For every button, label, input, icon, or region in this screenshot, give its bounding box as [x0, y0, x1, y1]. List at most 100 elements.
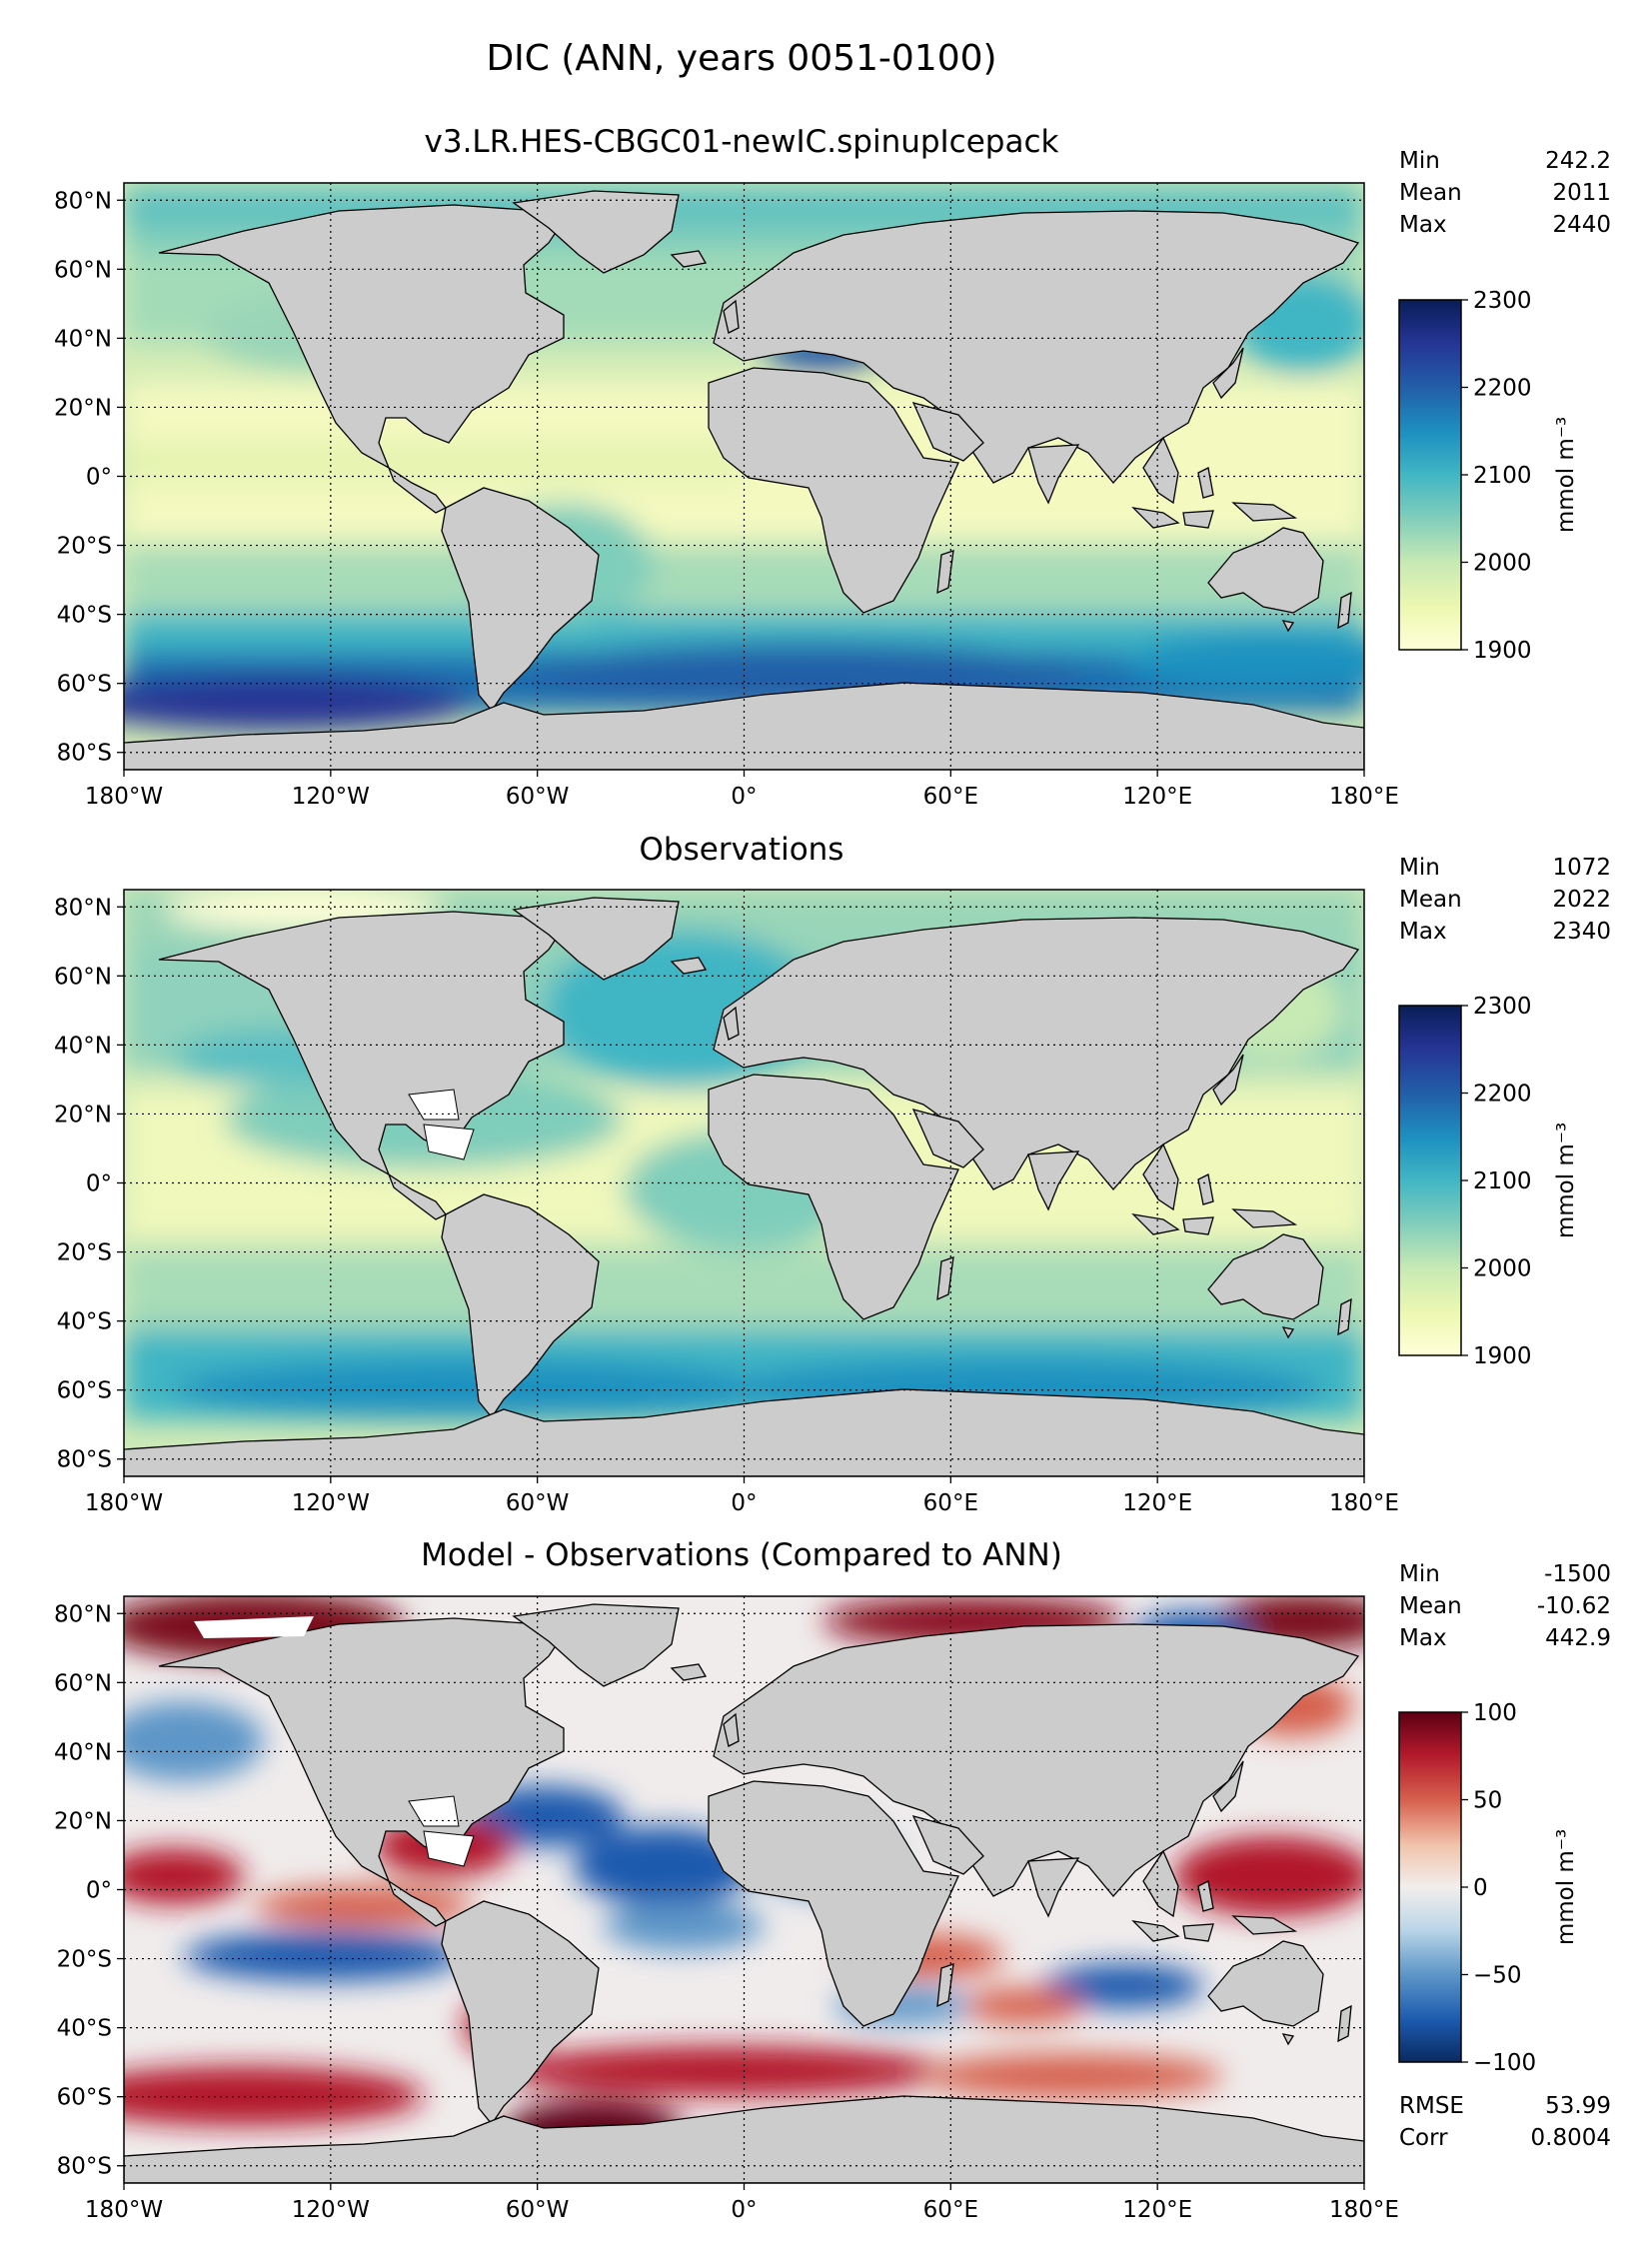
- lat-tick-label: 80°S: [57, 2154, 112, 2180]
- metric-label: RMSE: [1399, 2093, 1464, 2119]
- lon-tick-label: 120°E: [1122, 784, 1192, 810]
- lat-tick-label: 40°S: [57, 1309, 112, 1335]
- colorbar-tick-label: 1900: [1473, 638, 1532, 664]
- map-plot: 80°N 60°N 40°N 20°N 0° 20°S 40°S 60°S 80°S 180°W…: [54, 182, 1399, 810]
- colorbar-tick-label: 2000: [1473, 1256, 1532, 1282]
- colorbar: 2300 2200 2100 2000 1900 mmol m⁻³: [1398, 288, 1579, 664]
- lat-tick-label: 40°N: [54, 1033, 112, 1059]
- colorbar-tick-label: 0: [1473, 1875, 1488, 1901]
- lon-tick-label: 120°W: [292, 784, 370, 810]
- lon-tick-label: 180°W: [85, 784, 163, 810]
- panel-observations: Observations: [54, 832, 1611, 1516]
- stat-label: Min: [1399, 855, 1440, 881]
- gridlines: [124, 890, 1364, 1476]
- lon-tick-label: 120°E: [1122, 2197, 1192, 2223]
- lon-tick-label: 180°W: [85, 1490, 163, 1516]
- lon-tick-label: 60°W: [506, 2197, 570, 2223]
- stat-label: Min: [1399, 148, 1440, 174]
- metrics-block: RMSE 53.99 Corr 0.8004: [1399, 2093, 1611, 2151]
- lon-tick-labels: 180°W 120°W 60°W 0° 60°E 120°E 180°E: [85, 1476, 1399, 1516]
- lat-tick-label: 40°N: [54, 1739, 112, 1765]
- lon-tick-label: 180°E: [1329, 2197, 1399, 2223]
- map-plot: 80°N 60°N 40°N 20°N 0° 20°S 40°S 60°S 80°S 180°W…: [54, 1595, 1399, 2223]
- figure-title: DIC (ANN, years 0051-0100): [486, 38, 996, 79]
- lat-tick-labels: 80°N 60°N 40°N 20°N 0° 20°S 40°S 60°S 80°S: [54, 895, 124, 1473]
- colorbar-bar: [1398, 1711, 1462, 2063]
- colorbar-tick-label: 2000: [1473, 551, 1532, 577]
- stats-block: Min 242.2 Mean 2011 Max 2440: [1399, 148, 1611, 238]
- lat-tick-label: 60°S: [57, 1378, 112, 1404]
- stat-value: -1500: [1544, 1561, 1611, 1587]
- stats-block: Min 1072 Mean 2022 Max 2340: [1399, 855, 1611, 945]
- lat-tick-labels: 80°N 60°N 40°N 20°N 0° 20°S 40°S 60°S 80°S: [54, 188, 124, 767]
- panel-title: v3.LR.HES-CBGC01-newIC.spinupIcepack: [425, 124, 1059, 160]
- lat-tick-label: 60°S: [57, 672, 112, 698]
- stat-label: Max: [1399, 212, 1447, 238]
- colorbar-tick-label: 2200: [1473, 376, 1532, 402]
- lon-tick-label: 60°E: [923, 784, 978, 810]
- lon-tick-labels: 180°W 120°W 60°W 0° 60°E 120°E 180°E: [85, 2183, 1399, 2223]
- stat-label: Mean: [1399, 180, 1462, 206]
- stat-value: 2011: [1552, 180, 1611, 206]
- colorbar-units: mmol m⁻³: [1553, 1123, 1579, 1238]
- panel-title: Model - Observations (Compared to ANN): [421, 1537, 1062, 1573]
- lat-tick-labels: 80°N 60°N 40°N 20°N 0° 20°S 40°S 60°S 80°S: [54, 1601, 124, 2180]
- stat-label: Mean: [1399, 887, 1462, 913]
- lon-tick-label: 180°W: [85, 2197, 163, 2223]
- stat-label: Mean: [1399, 1593, 1462, 1619]
- lon-tick-label: 60°E: [923, 1490, 978, 1516]
- lon-tick-labels: 180°W 120°W 60°W 0° 60°E 120°E 180°E: [85, 770, 1399, 810]
- stat-value: 2022: [1552, 887, 1611, 913]
- panel-title: Observations: [640, 832, 844, 868]
- lat-tick-label: 0°: [86, 1878, 112, 1904]
- lat-tick-label: 20°S: [57, 534, 112, 560]
- stat-value: 242.2: [1545, 148, 1611, 174]
- map-plot: 80°N 60°N 40°N 20°N 0° 20°S 40°S 60°S 80°S 180°W…: [54, 889, 1399, 1516]
- panel-model: v3.LR.HES-CBGC01-newIC.spinupIcepack: [54, 124, 1611, 810]
- stat-label: Max: [1399, 919, 1447, 945]
- colorbar-tick-label: 2200: [1473, 1082, 1532, 1108]
- lat-tick-label: 20°N: [54, 395, 112, 421]
- lon-tick-label: 180°E: [1329, 1490, 1399, 1516]
- metric-value: 53.99: [1545, 2093, 1611, 2119]
- colorbar-tick-label: 2100: [1473, 1168, 1532, 1194]
- lon-tick-label: 0°: [731, 784, 757, 810]
- colorbar-units: mmol m⁻³: [1553, 417, 1579, 533]
- colorbar-bar: [1398, 299, 1462, 651]
- lat-tick-label: 20°S: [57, 1947, 112, 1973]
- stat-label: Min: [1399, 1561, 1440, 1587]
- colorbar: 100 50 0 −50 −100 mmol m⁻³: [1398, 1700, 1579, 2076]
- lon-tick-label: 180°E: [1329, 784, 1399, 810]
- colorbar-tick-label: 1900: [1473, 1343, 1532, 1369]
- lon-tick-label: 120°W: [292, 1490, 370, 1516]
- lat-tick-label: 80°N: [54, 1601, 112, 1627]
- lon-tick-label: 60°E: [923, 2197, 978, 2223]
- lat-tick-label: 60°N: [54, 964, 112, 990]
- lon-tick-label: 0°: [731, 2197, 757, 2223]
- colorbar-tick-label: −100: [1473, 2050, 1536, 2076]
- colorbar-tick-label: 2100: [1473, 463, 1532, 489]
- colorbar-tick-label: 2300: [1473, 288, 1532, 314]
- panel-difference: Model - Observations (Compared to ANN): [54, 1537, 1611, 2223]
- lat-tick-label: 0°: [86, 1171, 112, 1197]
- lat-tick-label: 0°: [86, 465, 112, 491]
- metric-label: Corr: [1399, 2125, 1448, 2151]
- lat-tick-label: 80°S: [57, 1447, 112, 1473]
- stat-value: 2440: [1552, 212, 1611, 238]
- stat-value: -10.62: [1537, 1593, 1611, 1619]
- lat-tick-label: 40°S: [57, 603, 112, 629]
- lat-tick-label: 60°N: [54, 1670, 112, 1696]
- metric-value: 0.8004: [1531, 2125, 1611, 2151]
- stat-value: 442.9: [1545, 1625, 1611, 1651]
- lat-tick-label: 20°N: [54, 1808, 112, 1834]
- stat-value: 1072: [1552, 855, 1611, 881]
- colorbar-tick-label: 2300: [1473, 994, 1532, 1020]
- colorbar-bar: [1398, 1005, 1462, 1356]
- lat-tick-label: 40°N: [54, 326, 112, 352]
- gridlines: [124, 1596, 1364, 2183]
- lon-tick-label: 120°W: [292, 2197, 370, 2223]
- lat-tick-label: 80°S: [57, 741, 112, 767]
- gridlines: [124, 183, 1364, 770]
- colorbar-tick-label: 100: [1473, 1700, 1517, 1726]
